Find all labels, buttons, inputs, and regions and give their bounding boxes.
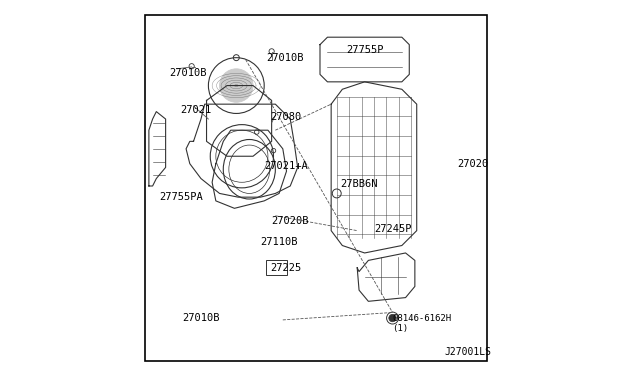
Text: 27010B: 27010B [182, 313, 220, 323]
Text: 27080: 27080 [270, 112, 301, 122]
Text: 27110B: 27110B [260, 237, 298, 247]
Text: 27755P: 27755P [346, 45, 383, 55]
Text: 27245P: 27245P [374, 224, 412, 234]
Text: 27010B: 27010B [170, 68, 207, 77]
Text: 27021: 27021 [180, 105, 212, 115]
Text: 27021+A: 27021+A [264, 161, 308, 170]
Text: 27020: 27020 [458, 159, 489, 169]
Circle shape [220, 69, 253, 102]
Text: J27001LS: J27001LS [444, 347, 491, 357]
Text: 27225: 27225 [270, 263, 301, 273]
Text: 27755PA: 27755PA [159, 192, 203, 202]
Text: 27010B: 27010B [266, 53, 303, 62]
Text: 08146-6162H
(1): 08146-6162H (1) [392, 314, 452, 333]
Circle shape [389, 314, 396, 322]
Text: 27BB6N: 27BB6N [340, 179, 378, 189]
Bar [266, 260, 287, 275]
Text: 27020B: 27020B [271, 217, 309, 226]
